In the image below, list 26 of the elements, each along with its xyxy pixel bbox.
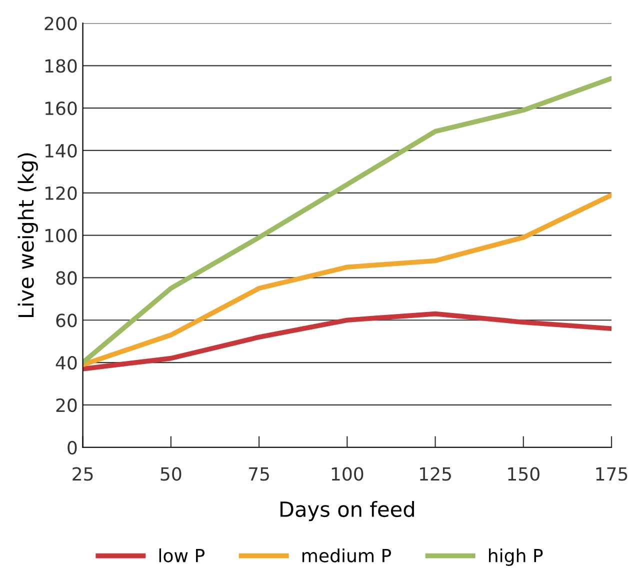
y-tick-label: 140 [45, 144, 77, 158]
x-tick-label: 25 [72, 467, 93, 481]
y-tick-label: 60 [56, 314, 77, 328]
y-tick-label: 100 [45, 228, 77, 242]
x-tick-label: 125 [420, 467, 451, 481]
legend-label: medium P [302, 548, 392, 562]
line-series [82, 311, 612, 372]
line-series [82, 76, 612, 365]
x-tick-label: 100 [332, 467, 364, 481]
line-series [82, 192, 612, 368]
legend-label: low P [159, 548, 205, 562]
y-tick-label: 0 [68, 440, 77, 454]
y-tick-label: 80 [56, 271, 77, 285]
legend-label: high P [489, 548, 543, 566]
y-tick-label: 160 [45, 102, 77, 116]
y-tick-label: 40 [56, 356, 77, 370]
y-tick-label: 180 [45, 59, 77, 73]
x-axis-title: Days on feed [280, 500, 414, 522]
y-tick-label: 200 [44, 16, 77, 30]
x-tick-label: 50 [160, 467, 182, 481]
y-axis-title: Live weight (kg) [18, 153, 38, 318]
y-tick-label: 20 [56, 398, 77, 412]
x-tick-label: 150 [508, 467, 540, 481]
x-tick-label: 175 [596, 467, 628, 481]
x-tick-label: 75 [249, 467, 269, 481]
y-tick-label: 120 [45, 186, 77, 200]
